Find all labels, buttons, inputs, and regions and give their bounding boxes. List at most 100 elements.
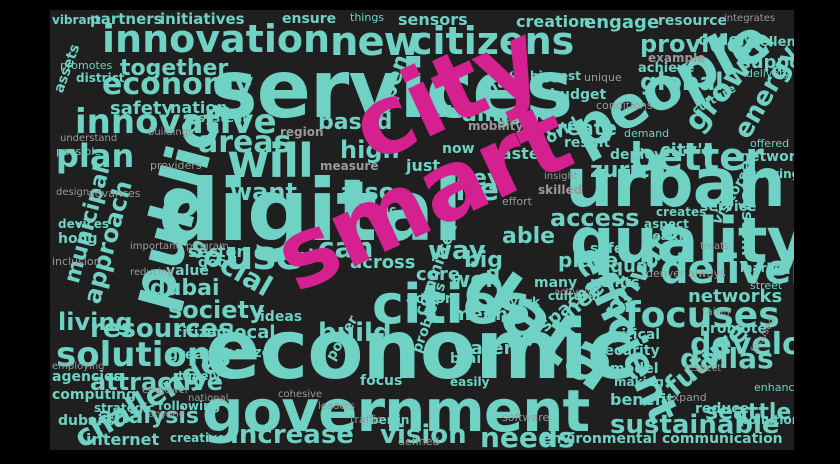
word-key: key — [458, 166, 502, 191]
word-promotes: promotes — [60, 59, 113, 72]
word-waste: waste — [486, 144, 540, 163]
word-realize: realize — [218, 345, 272, 361]
word-expand: expand — [666, 391, 707, 404]
word-digital: digital — [158, 161, 463, 261]
word-anyone: anyone — [148, 409, 185, 420]
word-security: security — [596, 343, 660, 359]
word-resource: resource — [658, 13, 728, 29]
word-develop: develop — [690, 327, 794, 362]
word-provide: provide — [640, 30, 743, 58]
word-achieve: achieve — [638, 61, 695, 76]
word-equal: equal — [598, 256, 655, 277]
word-aspect: aspect — [644, 217, 689, 231]
word-value: value — [166, 263, 209, 279]
word-berlin: berlin — [370, 413, 410, 427]
word-goals: goals — [496, 108, 551, 129]
word-services: services — [210, 43, 573, 136]
word-promote: promote — [700, 321, 767, 337]
word-hong: hong — [58, 231, 98, 247]
word-defined: defined — [398, 435, 440, 448]
word-global: global — [640, 68, 724, 96]
word-example: example — [648, 51, 706, 65]
word-plan: plan — [56, 137, 135, 175]
word-civic: civic — [366, 203, 397, 217]
word-advances: advances — [88, 187, 141, 200]
word-safety: safety — [110, 98, 174, 119]
word-treats: treats — [700, 241, 730, 252]
word-new: new — [330, 19, 421, 65]
word-cultural: cultural — [548, 289, 601, 303]
word-partners: partners — [90, 10, 163, 28]
word-society: society — [168, 296, 265, 324]
word-resources: resources — [90, 314, 234, 344]
word-vision: vision — [380, 420, 467, 450]
word-timely: timely — [178, 369, 221, 383]
word-cohesive: cohesive — [278, 389, 323, 400]
word-creation: creation — [516, 12, 591, 31]
word-creates: creates — [656, 205, 707, 219]
word-well: well — [450, 268, 501, 293]
word-innovation: innovation — [102, 17, 330, 61]
word-seattle: seattle — [705, 400, 792, 425]
word-providers: providers — [150, 159, 202, 172]
word-based: based — [318, 110, 393, 135]
word-also: also — [340, 178, 396, 206]
word-actively: actively — [554, 287, 594, 298]
word-core: core — [416, 264, 461, 285]
word-vibrant: vibrant — [52, 13, 101, 27]
word-together: together — [120, 56, 229, 81]
word-many: many — [534, 275, 578, 291]
word-critical: critical — [606, 327, 661, 343]
word-fairer: fairer — [702, 305, 732, 318]
word-areas: areas — [198, 125, 292, 160]
word-offered: offered — [750, 137, 790, 150]
word-means: means — [452, 304, 519, 325]
word-inclusion: inclusion — [52, 255, 101, 268]
word-order: order — [698, 30, 748, 49]
word-can: can — [318, 231, 374, 264]
word-things: things — [350, 11, 385, 24]
word-city-s: city's — [660, 140, 714, 161]
word-analysis: analysis — [98, 404, 199, 429]
word-engage: engage — [584, 12, 660, 33]
word-serving: serving — [750, 167, 794, 181]
word-sector: sector — [188, 242, 245, 261]
word-place: place — [558, 248, 619, 272]
word-deliver: deliver — [660, 247, 794, 293]
word-living: living — [58, 308, 133, 336]
word-possible: possible — [56, 145, 102, 158]
word-mobility: mobility — [468, 119, 524, 133]
word-computing: computing — [52, 387, 136, 403]
word-service: service — [700, 199, 757, 215]
word-want: want — [230, 178, 297, 206]
word-zurich: zurich — [590, 158, 666, 183]
word-strategic: strategic — [94, 401, 155, 415]
word-market: market — [740, 261, 789, 275]
word-citizen: citizen — [174, 325, 227, 341]
word-support: support — [740, 52, 794, 73]
word-software: software — [502, 411, 550, 424]
word-making: making — [614, 375, 664, 389]
word-dubai-s: dubai's — [58, 413, 115, 429]
word-buildings: buildings — [148, 127, 194, 138]
word-system: system — [198, 111, 247, 125]
word-respect: respect — [684, 363, 722, 374]
word-aims: aims — [462, 102, 521, 127]
word-big: big — [464, 248, 504, 273]
word-region: region — [280, 125, 324, 139]
word-delivery: delivery — [746, 67, 791, 80]
word-street: street — [750, 279, 783, 292]
word-ensure: ensure — [282, 11, 337, 27]
word-use: use — [225, 233, 302, 279]
word-dallas: dallas — [680, 342, 774, 375]
word-important: important — [130, 241, 180, 252]
word-budget: budget — [550, 87, 607, 103]
word-quality: quality — [570, 204, 794, 277]
word-greater: greater — [168, 347, 227, 363]
word-integrates: integrates — [724, 13, 776, 24]
word-urban: urban — [565, 144, 786, 223]
word-skilled: skilled — [538, 183, 583, 197]
word-government: government — [202, 377, 590, 445]
word-sustainable: sustainable — [610, 410, 780, 440]
word-demand: demand — [624, 127, 670, 140]
